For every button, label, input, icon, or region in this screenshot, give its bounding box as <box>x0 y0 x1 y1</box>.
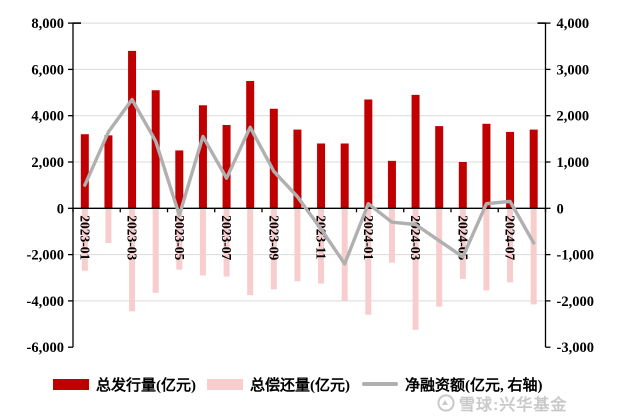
x-axis-tick-label: 2024-01 <box>361 215 376 260</box>
right-axis-tick-label: 0 <box>557 201 564 217</box>
issuance-bar <box>435 126 444 209</box>
repayment-bar <box>247 208 254 296</box>
legend-item-repayment: 总偿还量(亿元) <box>207 374 350 394</box>
issuance-bar <box>411 94 420 209</box>
left-axis-tick-label: 8,000 <box>31 16 64 32</box>
repayment-bar <box>483 208 490 291</box>
issuance-bar <box>175 150 184 209</box>
repayment-bar <box>270 208 277 290</box>
x-axis-tick-label: 2023-09 <box>266 215 281 260</box>
issuance-bar <box>506 131 515 209</box>
x-axis-tick-label: 2024-07 <box>503 215 518 260</box>
repayment-bar <box>294 208 301 282</box>
repayment-bar <box>318 208 325 284</box>
repayment-bar <box>530 208 537 305</box>
left-axis-tick-label: -2,000 <box>27 248 64 264</box>
x-axis-tick-label: 2024-03 <box>408 215 423 260</box>
watermark: 雪球:兴华基金 <box>437 391 567 415</box>
issuance-bar <box>80 134 89 209</box>
x-axis-tick-label: 2023-07 <box>219 215 234 260</box>
right-axis-tick-label: -3,000 <box>557 340 594 356</box>
issuance-bar <box>128 50 137 209</box>
issuance-bar <box>198 105 207 209</box>
x-axis-tick-label: 2023-03 <box>125 215 140 260</box>
issuance-bar <box>340 143 349 209</box>
left-axis-tick-label: 2,000 <box>31 155 64 171</box>
right-axis-tick-label: 2,000 <box>557 109 590 125</box>
issuance-bar <box>293 129 302 209</box>
legend-label-issuance: 总发行量(亿元) <box>96 377 196 394</box>
x-axis-tick-label: 2023-01 <box>77 215 92 260</box>
left-axis-tick-label: -6,000 <box>27 340 64 356</box>
issuance-bar <box>458 162 467 209</box>
repayment-bar <box>152 208 159 293</box>
repayment-bar <box>223 208 230 277</box>
repayment-bar <box>81 208 88 271</box>
issuance-bar <box>482 123 491 209</box>
repayment-bar <box>129 208 136 312</box>
right-axis-tick-label: 3,000 <box>557 62 590 78</box>
x-axis-tick-label: 2023-05 <box>172 215 187 260</box>
repayment-bar <box>459 208 466 279</box>
legend-label-repayment: 总偿还量(亿元) <box>250 377 350 394</box>
issuance-bar <box>104 135 113 209</box>
left-axis-tick-label: -4,000 <box>27 294 64 310</box>
issuance-bar <box>529 129 538 209</box>
legend-item-net: 净融资额(亿元, 右轴) <box>362 374 543 394</box>
issuance-bar <box>364 99 373 209</box>
xueqiu-logo-icon <box>437 394 455 412</box>
repayment-bar <box>341 208 348 301</box>
repayment-bar <box>365 208 372 315</box>
issuance-swatch <box>53 378 89 390</box>
right-axis-tick-label: 1,000 <box>557 155 590 171</box>
repayment-bar <box>388 208 395 263</box>
right-axis-tick-label: -1,000 <box>557 248 594 264</box>
right-axis-tick-label: -2,000 <box>557 294 594 310</box>
repayment-bar <box>176 208 183 270</box>
net-financing-swatch <box>362 382 398 386</box>
watermark-text: 雪球:兴华基金 <box>459 397 568 414</box>
right-axis-tick-label: 4,000 <box>557 16 590 32</box>
repayment-swatch <box>207 378 243 390</box>
net-financing-line <box>83 97 536 266</box>
repayment-bar <box>105 208 112 244</box>
issuance-bar <box>246 80 255 209</box>
legend-label-net: 净融资额(亿元, 右轴) <box>405 377 543 394</box>
issuance-bar <box>269 108 278 209</box>
left-axis-tick-label: 6,000 <box>31 62 64 78</box>
issuance-bar <box>387 160 396 209</box>
issuance-bar <box>222 124 231 209</box>
repayment-bar <box>199 208 206 276</box>
repayment-bar <box>507 208 514 283</box>
issuance-bar <box>151 90 160 209</box>
left-axis-tick-label: 4,000 <box>31 109 64 125</box>
repayment-bar <box>412 208 419 330</box>
left-axis-tick-label: 0 <box>57 201 64 217</box>
issuance-bar <box>317 143 326 209</box>
legend-item-issuance: 总发行量(亿元) <box>53 374 196 394</box>
repayment-bar <box>436 208 443 307</box>
